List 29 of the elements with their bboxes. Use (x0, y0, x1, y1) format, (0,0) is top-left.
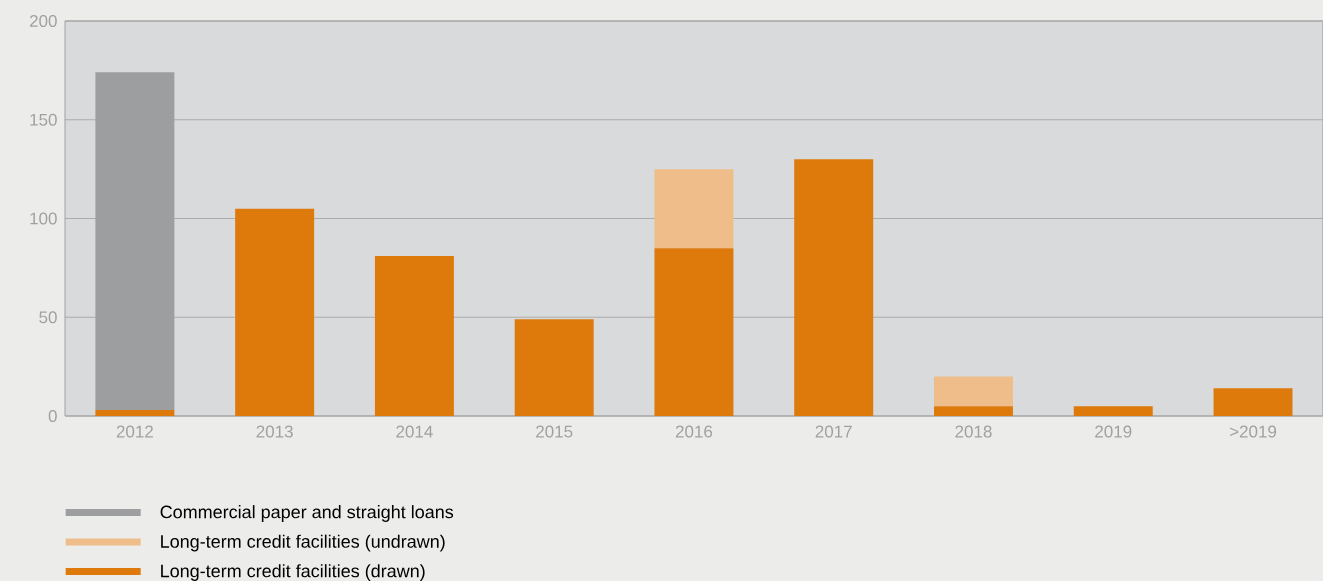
bar (654, 169, 734, 249)
bar (934, 406, 1013, 416)
legend-label: Long-term credit facilities (undrawn) (161, 534, 445, 552)
bar (235, 208, 315, 416)
x-tick-label: 2018 (955, 425, 992, 438)
y-tick-label: 50 (39, 311, 57, 324)
bar (1073, 406, 1153, 416)
x-tick-label: >2019 (1229, 425, 1277, 438)
y-tick-label: 150 (30, 113, 57, 126)
bar (934, 376, 1013, 407)
legend-label: Long-term credit facilities (drawn) (161, 564, 425, 581)
bar (1213, 388, 1293, 416)
x-tick-label: 2016 (675, 425, 713, 438)
x-tick-label: 2013 (256, 425, 293, 438)
bar (95, 72, 175, 411)
bar (794, 159, 874, 416)
y-tick-label: 200 (29, 14, 57, 28)
x-tick-label: 2014 (396, 425, 433, 438)
bar (374, 256, 454, 416)
x-tick-label: 2012 (116, 425, 153, 438)
x-tick-label: 2015 (536, 425, 573, 438)
x-tick-label: 2019 (1095, 425, 1132, 438)
x-tick-label: 2017 (815, 425, 852, 438)
y-tick-label: 100 (30, 212, 57, 225)
bar (654, 248, 734, 416)
bar (514, 319, 594, 416)
y-tick-label: 0 (48, 409, 57, 423)
legend-label: Commercial paper and straight loans (160, 505, 454, 522)
bar (95, 410, 175, 416)
